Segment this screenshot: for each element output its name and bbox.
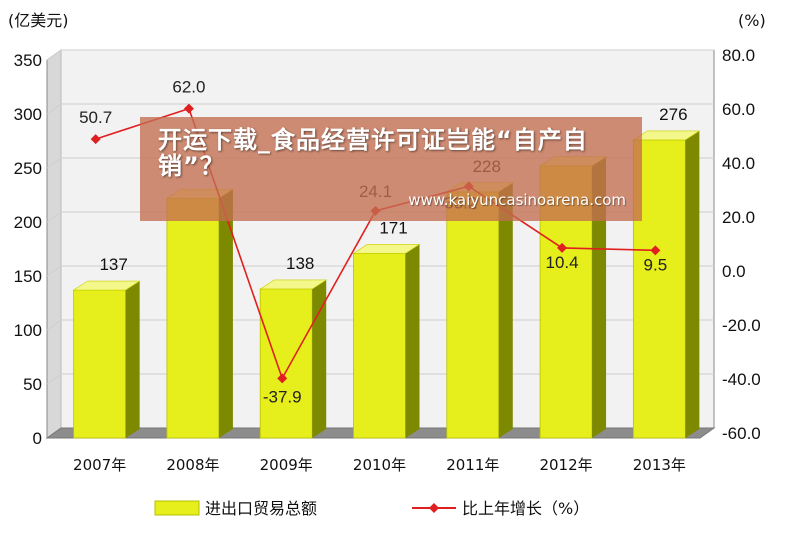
line-label: 9.5 xyxy=(644,255,668,274)
bar xyxy=(632,130,701,439)
left-tick-label: 100 xyxy=(14,321,42,340)
right-tick-label: 0.0 xyxy=(722,262,746,281)
left-tick-label: 350 xyxy=(14,51,42,70)
left-tick-label: 150 xyxy=(14,267,42,286)
right-axis-unit: (%) xyxy=(738,11,766,30)
bar xyxy=(72,280,141,439)
bar-label: 171 xyxy=(379,218,407,237)
grid-line xyxy=(46,103,714,115)
left-tick-label: 200 xyxy=(14,213,42,232)
bar xyxy=(445,182,514,439)
bar xyxy=(352,244,421,439)
category-labels: 2007年 2008年 2009年 2010年 2011年 2012年 2013年 xyxy=(73,456,686,474)
right-tick-label: 20.0 xyxy=(722,208,755,227)
right-tick-label: -40.0 xyxy=(722,370,761,389)
legend-bar-swatch xyxy=(154,500,200,516)
line-label: 62.0 xyxy=(172,78,205,97)
line-label: 10.4 xyxy=(546,253,579,272)
right-tick-label: -60.0 xyxy=(722,424,761,443)
right-tick-label: -20.0 xyxy=(722,316,761,335)
right-tick-label: 80.0 xyxy=(722,46,755,65)
category-label: 2007年 xyxy=(73,456,126,474)
watermark-banner: 开运下载_食品经营许可证岂能“自产自销”？ www.kaiyuncasinoar… xyxy=(140,117,642,221)
left-tick-label: 300 xyxy=(14,105,42,124)
left-tick-label: 0 xyxy=(33,429,42,448)
category-label: 2013年 xyxy=(633,456,686,474)
bar-label: 137 xyxy=(99,255,127,274)
bar-data-labels: 137138171228276 xyxy=(99,105,687,274)
grid-line xyxy=(46,49,714,61)
right-tick-label: 60.0 xyxy=(722,100,755,119)
bar-label: 276 xyxy=(659,105,687,124)
category-label: 2010年 xyxy=(353,456,406,474)
line-point xyxy=(650,245,661,256)
line-label: -37.9 xyxy=(263,387,302,406)
right-axis-ticks: -60.0 -40.0 -20.0 0.0 20.0 40.0 60.0 80.0 xyxy=(722,46,761,443)
right-tick-label: 40.0 xyxy=(722,154,755,173)
category-label: 2009年 xyxy=(260,456,313,474)
line-point xyxy=(183,103,194,114)
line-point xyxy=(277,373,288,384)
legend-bar-label: 进出口贸易总额 xyxy=(205,499,317,518)
left-tick-label: 50 xyxy=(23,375,42,394)
line-point xyxy=(90,134,101,145)
side-wall xyxy=(46,49,62,439)
category-label: 2008年 xyxy=(166,456,219,474)
bar-label: 138 xyxy=(286,254,314,273)
left-axis-unit: (亿美元) xyxy=(8,11,69,30)
bar-series xyxy=(72,130,701,439)
legend-line-marker xyxy=(429,503,439,513)
banner-url: www.kaiyuncasinoarena.com xyxy=(408,191,626,209)
category-label: 2012年 xyxy=(539,456,592,474)
category-label: 2011年 xyxy=(446,456,499,474)
banner-title: 开运下载_食品经营许可证岂能“自产自销”？ xyxy=(158,126,588,180)
left-axis-ticks: 0 50 100 150 200 250 300 350 xyxy=(14,51,42,448)
line-point xyxy=(557,242,568,253)
legend-line-label: 比上年增长（%） xyxy=(462,499,589,518)
left-tick-label: 250 xyxy=(14,159,42,178)
line-label: 50.7 xyxy=(79,108,112,127)
legend: 进出口贸易总额 比上年增长（%） xyxy=(154,499,589,518)
bar xyxy=(165,188,234,439)
